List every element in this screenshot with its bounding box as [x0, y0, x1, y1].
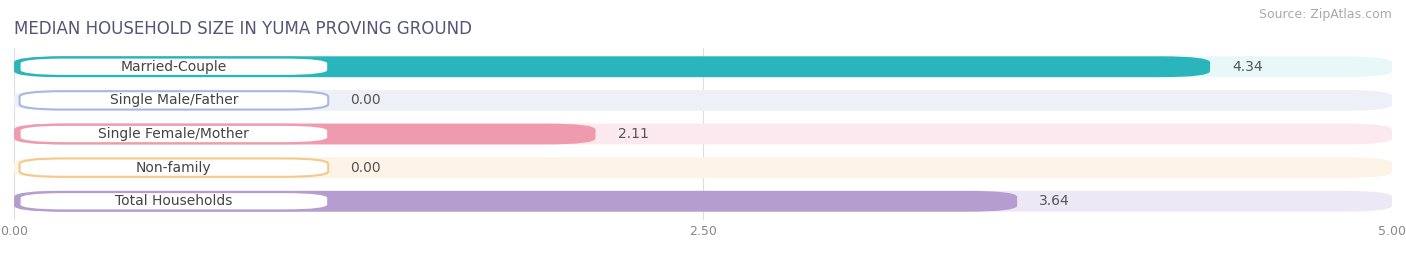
- Text: Married-Couple: Married-Couple: [121, 60, 226, 74]
- Text: MEDIAN HOUSEHOLD SIZE IN YUMA PROVING GROUND: MEDIAN HOUSEHOLD SIZE IN YUMA PROVING GR…: [14, 20, 472, 38]
- FancyBboxPatch shape: [20, 91, 328, 110]
- FancyBboxPatch shape: [20, 192, 328, 210]
- Text: Non-family: Non-family: [136, 161, 212, 175]
- Text: 2.11: 2.11: [617, 127, 648, 141]
- FancyBboxPatch shape: [20, 58, 328, 76]
- Text: Total Households: Total Households: [115, 194, 232, 208]
- Text: Source: ZipAtlas.com: Source: ZipAtlas.com: [1258, 8, 1392, 21]
- FancyBboxPatch shape: [14, 191, 1017, 212]
- FancyBboxPatch shape: [14, 191, 1392, 212]
- FancyBboxPatch shape: [14, 124, 1392, 144]
- FancyBboxPatch shape: [14, 157, 1392, 178]
- FancyBboxPatch shape: [20, 158, 328, 177]
- Text: 4.34: 4.34: [1232, 60, 1263, 74]
- FancyBboxPatch shape: [20, 125, 328, 143]
- FancyBboxPatch shape: [14, 90, 1392, 111]
- FancyBboxPatch shape: [14, 56, 1392, 77]
- Text: 0.00: 0.00: [350, 93, 381, 107]
- Text: 0.00: 0.00: [350, 161, 381, 175]
- Text: 3.64: 3.64: [1039, 194, 1070, 208]
- Text: Single Male/Father: Single Male/Father: [110, 93, 238, 107]
- FancyBboxPatch shape: [14, 56, 1211, 77]
- FancyBboxPatch shape: [14, 124, 596, 144]
- Text: Single Female/Mother: Single Female/Mother: [98, 127, 249, 141]
